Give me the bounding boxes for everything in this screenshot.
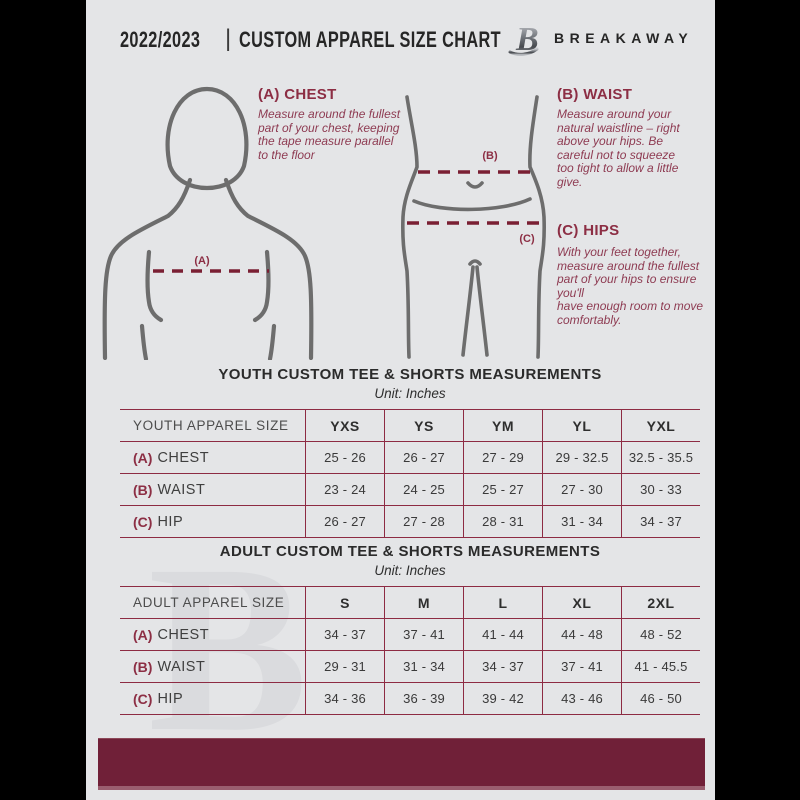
row-name: WAIST bbox=[157, 658, 206, 675]
measurement-row-label: (B) WAIST bbox=[120, 473, 305, 505]
brand-name: BREAKAWAY bbox=[554, 30, 694, 46]
size-value-cell: 25 - 27 bbox=[463, 473, 542, 505]
size-value-cell: 27 - 30 bbox=[542, 473, 621, 505]
size-value-cell: 34 - 37 bbox=[305, 618, 384, 650]
size-column-2xl: 2XL bbox=[621, 586, 700, 618]
size-column-ym: YM bbox=[463, 409, 542, 441]
adult-table-unit: Unit: Inches bbox=[374, 563, 446, 578]
lower-body-figure: (B) (C) bbox=[401, 95, 546, 359]
waist-heading: (B) WAIST bbox=[557, 86, 633, 103]
size-column-s: S bbox=[305, 586, 384, 618]
chest-line-label: (A) bbox=[194, 255, 210, 267]
youth-table-unit: Unit: Inches bbox=[374, 386, 446, 401]
size-column-header: YOUTH APPAREL SIZE bbox=[120, 409, 305, 441]
size-value-cell: 28 - 31 bbox=[463, 505, 542, 537]
size-column-xl: XL bbox=[542, 586, 621, 618]
page-title: CUSTOM APPAREL SIZE CHART bbox=[239, 27, 501, 52]
size-value-cell: 30 - 33 bbox=[621, 473, 700, 505]
measurement-row-label: (C) HIP bbox=[120, 505, 305, 537]
youth-size-table: YOUTH APPAREL SIZE YXS YS YM YL YXL (A) CHEST 25… bbox=[120, 409, 700, 538]
size-column-ys: YS bbox=[384, 409, 463, 441]
logo-b-glyph: B bbox=[515, 21, 539, 58]
size-value-cell: 44 - 48 bbox=[542, 618, 621, 650]
header-divider: | bbox=[225, 25, 232, 52]
size-column-m: M bbox=[384, 586, 463, 618]
size-column-yl: YL bbox=[542, 409, 621, 441]
size-value-cell: 24 - 25 bbox=[384, 473, 463, 505]
brand-logo-icon: B bbox=[508, 21, 539, 58]
waist-line-label: (B) bbox=[482, 150, 498, 162]
footer-bar bbox=[98, 738, 705, 790]
adult-table-title: ADULT CUSTOM TEE & SHORTS MEASUREMENTS bbox=[219, 543, 601, 560]
size-column-yxl: YXL bbox=[621, 409, 700, 441]
row-prefix: (C) bbox=[133, 513, 153, 530]
row-prefix: (B) bbox=[133, 658, 153, 675]
chest-instructions: Measure around the fullest part of your … bbox=[258, 107, 401, 162]
hips-heading: (C) HIPS bbox=[557, 222, 620, 239]
size-value-cell: 26 - 27 bbox=[384, 441, 463, 473]
size-column-header: ADULT APPAREL SIZE bbox=[120, 586, 305, 618]
measurement-row-label: (C) HIP bbox=[120, 682, 305, 714]
youth-table-title: YOUTH CUSTOM TEE & SHORTS MEASUREMENTS bbox=[218, 366, 602, 383]
size-value-cell: 27 - 29 bbox=[463, 441, 542, 473]
upper-body-figure: (A) bbox=[102, 86, 314, 360]
season-text: 2022/2023 bbox=[120, 27, 201, 52]
row-prefix: (A) bbox=[133, 449, 153, 466]
hips-instructions: With your feet together, measure around … bbox=[557, 245, 704, 327]
size-value-cell: 31 - 34 bbox=[542, 505, 621, 537]
size-value-cell: 36 - 39 bbox=[384, 682, 463, 714]
size-value-cell: 41 - 44 bbox=[463, 618, 542, 650]
size-value-cell: 43 - 46 bbox=[542, 682, 621, 714]
size-value-cell: 29 - 32.5 bbox=[542, 441, 621, 473]
size-column-l: L bbox=[463, 586, 542, 618]
size-value-cell: 25 - 26 bbox=[305, 441, 384, 473]
row-name: CHEST bbox=[157, 449, 210, 466]
size-value-cell: 37 - 41 bbox=[384, 618, 463, 650]
size-value-cell: 27 - 28 bbox=[384, 505, 463, 537]
size-value-cell: 39 - 42 bbox=[463, 682, 542, 714]
size-value-cell: 29 - 31 bbox=[305, 650, 384, 682]
row-name: WAIST bbox=[157, 481, 206, 498]
adult-size-table: ADULT APPAREL SIZE S M L XL 2XL (A) CHEST 34 - 3… bbox=[120, 586, 700, 715]
size-value-cell: 32.5 - 35.5 bbox=[621, 441, 700, 473]
size-value-cell: 34 - 37 bbox=[463, 650, 542, 682]
row-prefix: (A) bbox=[133, 626, 153, 643]
size-value-cell: 34 - 36 bbox=[305, 682, 384, 714]
measurement-row-label: (A) CHEST bbox=[120, 618, 305, 650]
size-value-cell: 48 - 52 bbox=[621, 618, 700, 650]
size-value-cell: 23 - 24 bbox=[305, 473, 384, 505]
row-name: HIP bbox=[157, 513, 184, 530]
measurement-row-label: (A) CHEST bbox=[120, 441, 305, 473]
size-value-cell: 41 - 45.5 bbox=[621, 650, 700, 682]
size-value-cell: 37 - 41 bbox=[542, 650, 621, 682]
row-prefix: (B) bbox=[133, 481, 153, 498]
hip-line-label: (C) bbox=[519, 233, 535, 245]
size-value-cell: 31 - 34 bbox=[384, 650, 463, 682]
size-value-cell: 26 - 27 bbox=[305, 505, 384, 537]
size-value-cell: 34 - 37 bbox=[621, 505, 700, 537]
watermark-letter: B bbox=[148, 515, 309, 781]
flyer-page: B 2022/2023 | CUSTOM APPAREL SIZE CHART … bbox=[86, 0, 715, 800]
chest-heading: (A) CHEST bbox=[258, 86, 337, 103]
row-name: HIP bbox=[157, 690, 184, 707]
measurement-row-label: (B) WAIST bbox=[120, 650, 305, 682]
size-column-yxs: YXS bbox=[305, 409, 384, 441]
row-name: CHEST bbox=[157, 626, 210, 643]
row-prefix: (C) bbox=[133, 690, 153, 707]
waist-instructions: Measure around your natural waistline – … bbox=[557, 107, 680, 189]
size-value-cell: 46 - 50 bbox=[621, 682, 700, 714]
